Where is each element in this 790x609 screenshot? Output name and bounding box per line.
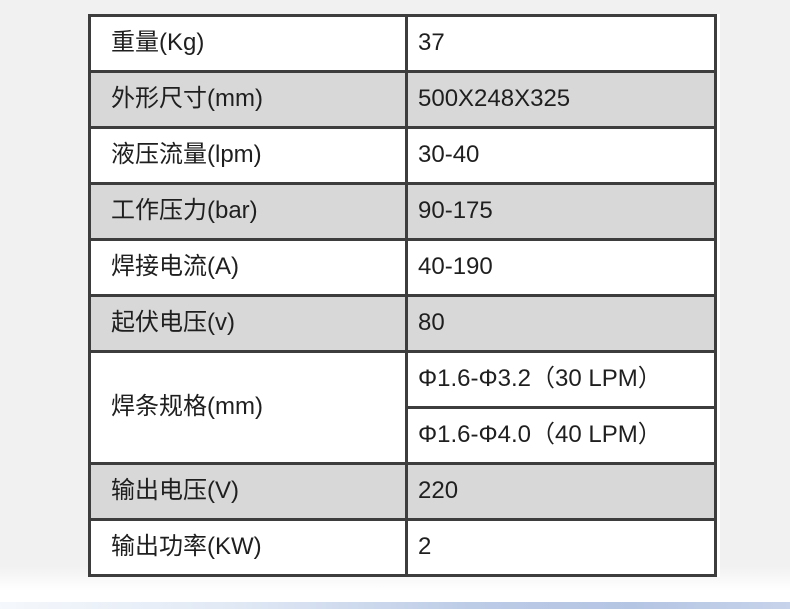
specifications-table: 重量(Kg) 37 外形尺寸(mm) 500X248X325 液压流量(lpm)… [88,14,717,577]
spec-value: 2 [405,518,717,577]
spec-label: 输出功率(KW) [88,518,408,577]
table-row-merged: Φ1.6-Φ4.0（40 LPM） [90,406,717,465]
table-row: 起伏电压(v) 80 [88,294,717,353]
spec-value: Φ1.6-Φ3.2（30 LPM） [405,350,717,409]
spec-label: 工作压力(bar) [88,182,408,241]
spec-label: 起伏电压(v) [88,294,408,353]
spec-value: 80 [405,294,717,353]
spec-label: 液压流量(lpm) [88,126,408,185]
spec-label: 外形尺寸(mm) [88,70,408,129]
spec-label: 焊接电流(A) [88,238,408,297]
table-row: 重量(Kg) 37 [88,14,717,73]
table-row: 工作压力(bar) 90-175 [88,182,717,241]
spec-label: 焊条规格(mm) [88,350,408,465]
spec-value: 500X248X325 [405,70,717,129]
spec-value: Φ1.6-Φ4.0（40 LPM） [405,406,717,465]
table-row: 输出功率(KW) 2 [88,518,717,577]
spec-value: 30-40 [405,126,717,185]
bottom-accent-strip [0,602,790,609]
spec-value: 37 [405,14,717,73]
spec-value: 40-190 [405,238,717,297]
table-row: 焊接电流(A) 40-190 [88,238,717,297]
spec-label: 输出电压(V) [88,462,408,521]
table-row-merged: 焊条规格(mm) Φ1.6-Φ3.2（30 LPM） [88,350,717,465]
spec-value: 220 [405,462,717,521]
spec-value: 90-175 [405,182,717,241]
specifications-table-body: 重量(Kg) 37 外形尺寸(mm) 500X248X325 液压流量(lpm)… [88,14,717,577]
table-row: 外形尺寸(mm) 500X248X325 [88,70,717,129]
spec-label: 重量(Kg) [88,14,408,73]
table-row: 输出电压(V) 220 [88,462,717,521]
table-row: 液压流量(lpm) 30-40 [88,126,717,185]
